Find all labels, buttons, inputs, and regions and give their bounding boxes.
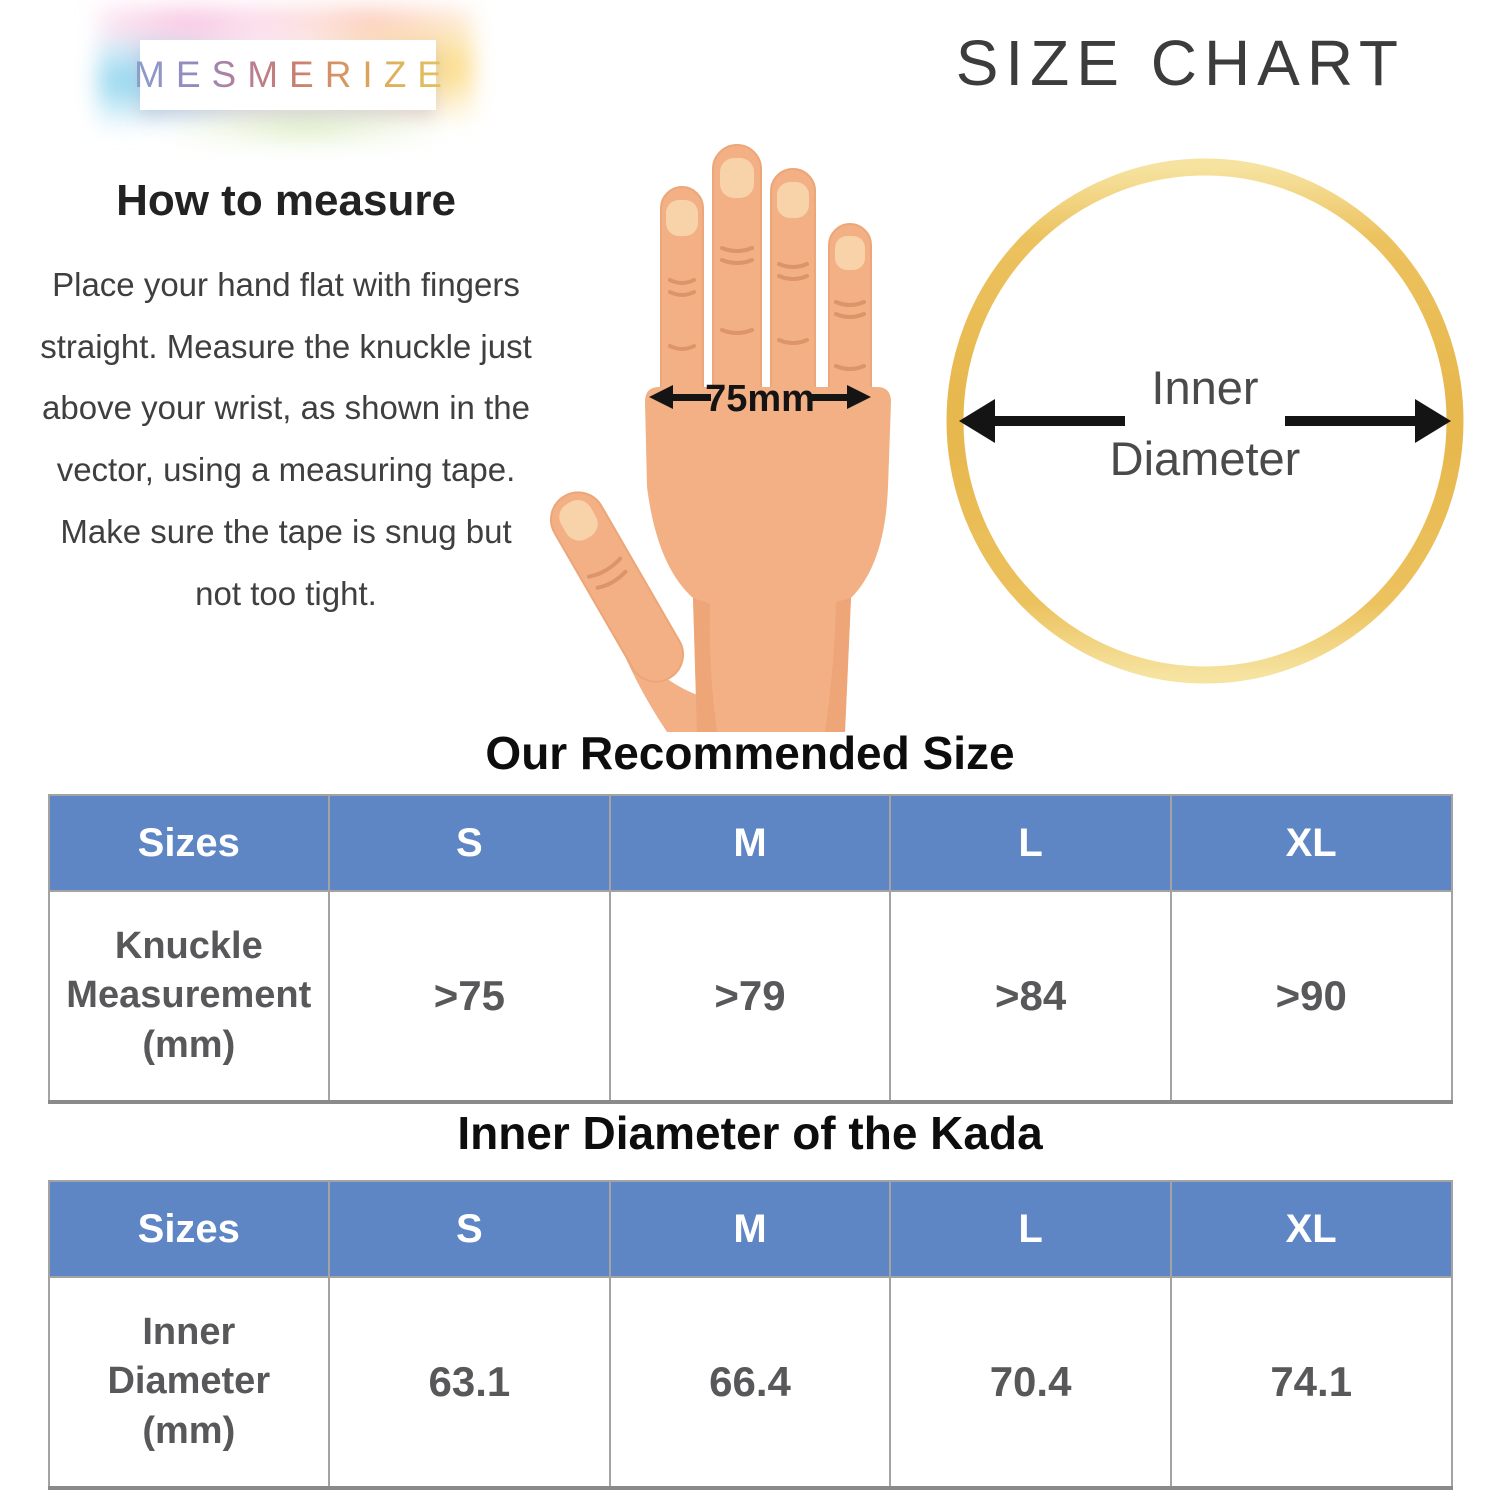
kada-diagram: Inner Diameter bbox=[946, 158, 1464, 684]
recommended-size-table: Sizes S M L XL Knuckle Measurement (mm) … bbox=[47, 794, 1453, 1104]
recommended-size-title: Our Recommended Size bbox=[485, 727, 1015, 779]
value-cell-m: >79 bbox=[608, 890, 892, 1103]
col-header-l: L bbox=[889, 1180, 1172, 1278]
col-header-sizes: Sizes bbox=[47, 794, 331, 892]
wrist-shade-left bbox=[693, 598, 717, 732]
brand-logo: MESMERIZE bbox=[98, 8, 473, 140]
col-header-xl: XL bbox=[1169, 794, 1453, 892]
row-label-inner-diameter: Inner Diameter (mm) bbox=[47, 1276, 331, 1489]
hand-illustration: 75mm bbox=[550, 144, 891, 732]
middle-nail bbox=[720, 158, 754, 198]
how-to-measure-section: How to measure Place your hand flat with… bbox=[40, 176, 532, 624]
knuckle-measurement-label: 75mm bbox=[705, 378, 815, 420]
inner-diameter-label-line1: Inner bbox=[1151, 361, 1258, 414]
hand-diagram: 75mm bbox=[550, 144, 891, 732]
brand-name: MESMERIZE bbox=[123, 54, 453, 96]
how-to-measure-heading: How to measure bbox=[116, 176, 456, 225]
col-header-xl: XL bbox=[1169, 1180, 1453, 1278]
col-header-s: S bbox=[328, 794, 611, 892]
arrow-left-icon bbox=[649, 385, 673, 409]
inner-diameter-arrow bbox=[959, 399, 1451, 443]
value-cell-s: 63.1 bbox=[328, 1276, 611, 1489]
col-header-m: M bbox=[608, 1180, 892, 1278]
value-cell-s: >75 bbox=[328, 890, 611, 1103]
palm bbox=[645, 387, 891, 732]
col-header-l: L bbox=[889, 794, 1172, 892]
wrist-shade-right bbox=[825, 598, 851, 732]
arrow-right-icon bbox=[1415, 399, 1451, 443]
logo-box: MESMERIZE bbox=[134, 40, 442, 110]
inner-diameter-label-line2: Diameter bbox=[1110, 432, 1301, 485]
how-to-measure-text: Place your hand flat with fingers straig… bbox=[40, 266, 532, 612]
col-header-sizes: Sizes bbox=[47, 1180, 331, 1278]
table-row: Inner Diameter (mm) 63.1 66.4 70.4 74.1 bbox=[47, 1276, 1453, 1489]
inner-diameter-section: Inner Diameter of the Kada Sizes S M L X… bbox=[0, 1106, 1500, 1490]
table-header-row: Sizes S M L XL bbox=[47, 794, 1453, 892]
thumb-nail bbox=[559, 499, 598, 541]
arrow-right-icon bbox=[847, 385, 871, 409]
col-header-s: S bbox=[328, 1180, 611, 1278]
thumb-web bbox=[601, 572, 713, 732]
value-cell-m: 66.4 bbox=[608, 1276, 892, 1489]
value-cell-xl: 74.1 bbox=[1169, 1276, 1453, 1489]
recommended-size-section: Our Recommended Size Sizes S M L XL Knuc… bbox=[0, 726, 1500, 1104]
arrow-left-icon bbox=[959, 399, 995, 443]
col-header-m: M bbox=[608, 794, 892, 892]
table-row: Knuckle Measurement (mm) >75 >79 >84 >90 bbox=[47, 890, 1453, 1103]
row-label-knuckle-measurement: Knuckle Measurement (mm) bbox=[47, 890, 331, 1103]
inner-diameter-title: Inner Diameter of the Kada bbox=[457, 1107, 1043, 1159]
inner-diameter-table: Sizes S M L XL Inner Diameter (mm) 63.1 … bbox=[47, 1180, 1453, 1490]
value-cell-xl: >90 bbox=[1169, 890, 1453, 1103]
knuckle-measurement-arrow: 75mm bbox=[649, 378, 871, 420]
finger-creases bbox=[668, 246, 866, 371]
index-nail bbox=[666, 200, 698, 236]
value-cell-l: 70.4 bbox=[889, 1276, 1172, 1489]
value-cell-l: >84 bbox=[889, 890, 1172, 1103]
page-title: SIZE CHART bbox=[955, 27, 1405, 99]
pinky-nail bbox=[835, 236, 865, 270]
table-header-row: Sizes S M L XL bbox=[47, 1180, 1453, 1278]
kada-ring bbox=[946, 158, 1464, 684]
thumb bbox=[550, 491, 684, 683]
ring-nail bbox=[777, 182, 809, 218]
